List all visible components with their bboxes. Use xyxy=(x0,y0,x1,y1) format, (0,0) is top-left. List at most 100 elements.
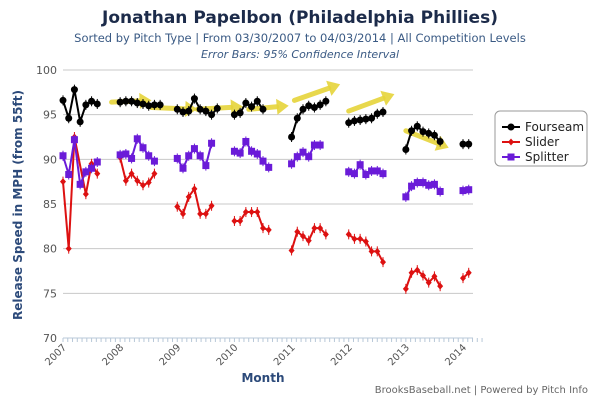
data-point xyxy=(248,103,256,111)
data-point xyxy=(128,154,136,162)
data-point xyxy=(288,133,296,141)
data-point xyxy=(150,157,158,165)
data-point xyxy=(156,101,164,109)
data-point xyxy=(402,193,410,201)
x-tick-label: 2014 xyxy=(443,342,469,368)
data-point xyxy=(436,137,444,145)
data-point xyxy=(379,170,387,178)
data-point xyxy=(288,246,295,254)
data-point xyxy=(294,228,301,236)
data-point xyxy=(259,105,267,113)
data-point xyxy=(414,266,421,274)
data-point xyxy=(88,164,96,172)
data-point xyxy=(420,271,426,279)
y-tick-label: 100 xyxy=(36,64,57,77)
data-point xyxy=(82,168,90,176)
data-point xyxy=(293,153,301,161)
data-point xyxy=(507,123,515,131)
grid-lines xyxy=(63,69,473,294)
data-point xyxy=(151,170,158,178)
data-point xyxy=(236,149,244,157)
series-slider xyxy=(60,132,472,294)
data-point xyxy=(116,98,124,106)
data-point xyxy=(185,152,193,160)
data-point xyxy=(299,105,307,113)
data-point xyxy=(310,104,318,112)
data-point xyxy=(408,127,416,135)
arrow-shaft xyxy=(291,85,332,103)
series-layer xyxy=(59,84,473,294)
footer-credit: BrooksBaseball.net | Powered by Pitch In… xyxy=(374,385,588,396)
data-point xyxy=(413,179,421,187)
data-point xyxy=(196,152,204,160)
arrow-head xyxy=(276,98,289,115)
legend-label: Fourseam xyxy=(525,120,584,134)
data-point xyxy=(430,131,438,139)
data-point xyxy=(402,285,409,293)
data-point xyxy=(305,153,313,161)
data-point xyxy=(260,224,266,232)
data-point xyxy=(465,140,473,148)
data-point xyxy=(145,179,152,187)
data-point xyxy=(357,235,364,243)
data-point xyxy=(139,144,147,152)
data-point xyxy=(299,148,307,156)
data-point xyxy=(253,97,261,105)
data-point xyxy=(70,136,78,144)
data-point xyxy=(185,193,192,201)
error-bar-note: Error Bars: 95% Confidence Interval xyxy=(200,48,400,61)
data-point xyxy=(322,230,329,238)
data-point xyxy=(59,152,67,160)
data-point xyxy=(508,138,514,146)
data-point xyxy=(310,141,318,149)
data-point xyxy=(197,210,204,218)
y-axis-label: Release Speed in MPH (from 55ft) xyxy=(11,90,25,320)
data-point xyxy=(374,247,381,255)
data-point xyxy=(408,182,416,190)
annotation-arrow xyxy=(346,90,395,114)
data-point xyxy=(208,139,216,147)
data-point xyxy=(208,111,216,119)
data-point xyxy=(408,269,415,277)
data-point xyxy=(293,114,301,122)
data-point xyxy=(425,181,433,189)
data-point xyxy=(300,232,306,240)
data-point xyxy=(70,86,78,94)
data-point xyxy=(507,153,515,161)
data-point xyxy=(431,272,438,280)
data-point xyxy=(460,274,466,282)
data-point xyxy=(305,102,313,110)
data-point xyxy=(202,210,209,218)
y-tick-label: 95 xyxy=(43,109,57,122)
arrow-head xyxy=(326,80,341,96)
data-point xyxy=(265,226,272,234)
data-point xyxy=(237,217,244,225)
data-point xyxy=(350,170,358,178)
data-point xyxy=(191,185,198,193)
data-point xyxy=(190,95,198,103)
legend-item-fourseam: Fourseam xyxy=(502,120,584,134)
data-point xyxy=(368,247,375,255)
data-point xyxy=(351,235,358,243)
series-fourseam xyxy=(59,84,473,155)
annotation-arrows xyxy=(109,80,449,151)
data-point xyxy=(116,151,124,159)
y-tick-label: 80 xyxy=(43,243,57,256)
data-point xyxy=(311,224,318,232)
x-tick-label: 2009 xyxy=(158,342,184,368)
data-point xyxy=(76,180,84,188)
legend-label: Slider xyxy=(525,135,559,149)
legend-box xyxy=(494,110,588,167)
data-point xyxy=(236,109,244,117)
data-point xyxy=(350,117,358,125)
data-point xyxy=(179,108,187,116)
data-point xyxy=(173,105,181,113)
data-point xyxy=(134,177,141,185)
data-point xyxy=(122,97,130,105)
x-tick-label: 2013 xyxy=(386,342,412,368)
series-line xyxy=(62,136,99,249)
data-point xyxy=(202,107,210,115)
data-point xyxy=(368,167,376,175)
data-point xyxy=(362,115,370,123)
